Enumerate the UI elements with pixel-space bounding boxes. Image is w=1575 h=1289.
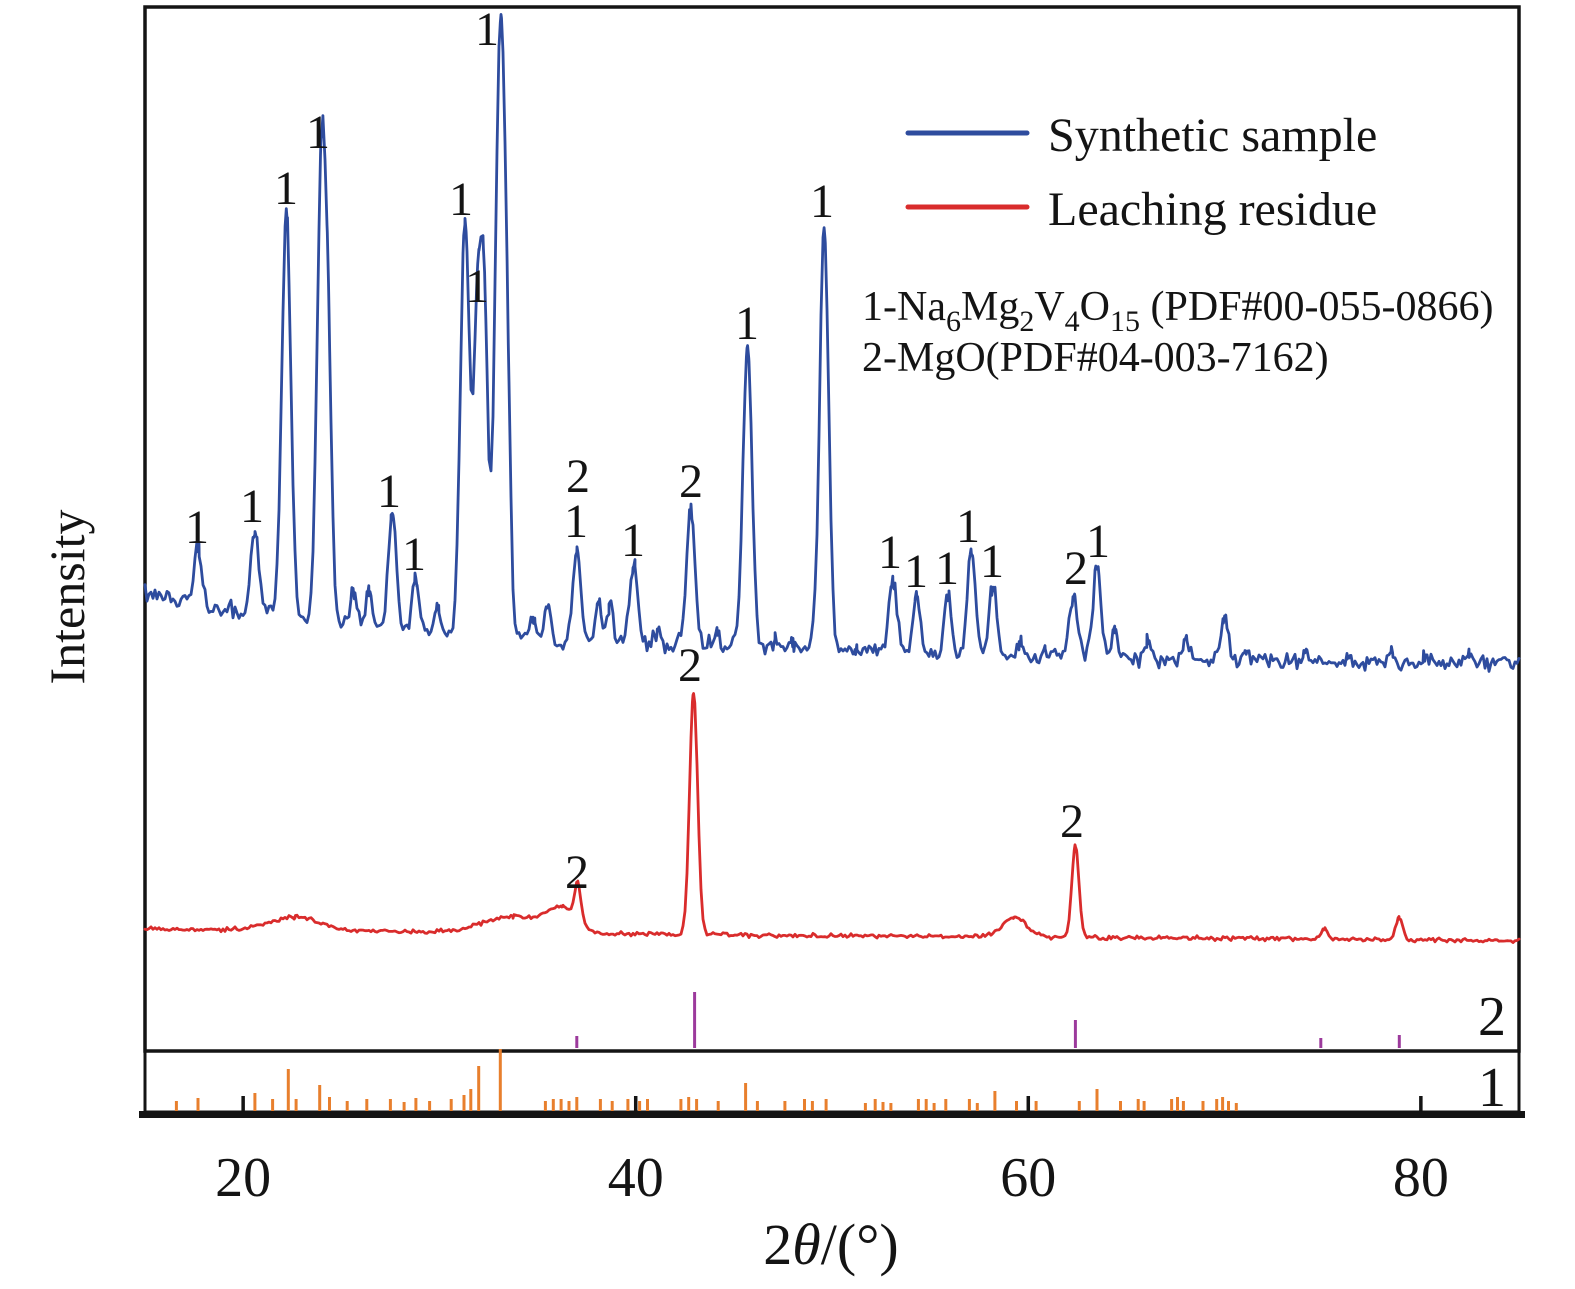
peak-label-1: 1: [935, 542, 959, 595]
peak-label-1: 1: [465, 260, 489, 313]
peak-label-1: 1: [377, 465, 401, 518]
peak-label-2: 2: [679, 455, 703, 508]
trace-synthetic-sample: [143, 13, 1521, 673]
sticks-phase-2: [575, 992, 1401, 1048]
peak-label-1: 1: [956, 500, 980, 553]
peak-label-1: 1: [878, 526, 902, 579]
peak-label-1: 1: [306, 106, 330, 159]
trace-leaching-residue: [143, 692, 1521, 944]
reference-panel: [143, 1049, 1521, 1114]
peak-label-1: 1: [449, 173, 473, 226]
legend: Synthetic sample Leaching residue: [905, 109, 1377, 236]
phase-annotation-2: 2-MgO(PDF#04-003-7162): [862, 335, 1329, 381]
x-axis-title: 2θ/(°): [763, 1212, 898, 1277]
reference-sticks-group: [174, 992, 1401, 1111]
x-tick-label: 60: [1000, 1147, 1056, 1209]
peak-label-1: 1: [185, 501, 209, 554]
peak-label-1: 1: [475, 3, 499, 56]
sticks-phase-1: [174, 1049, 1238, 1111]
x-tick-label: 80: [1393, 1147, 1449, 1209]
legend-label-leaching-residue: Leaching residue: [1048, 183, 1377, 236]
traces-group: [143, 13, 1521, 944]
x-axis-ticks-group: 20 40 60 80: [215, 1096, 1449, 1209]
peak-label-1: 1: [240, 480, 264, 533]
peak-label-1: 1: [980, 535, 1004, 588]
peak-label-1: 1: [402, 528, 426, 581]
x-tick-label: 20: [215, 1147, 271, 1209]
peak-label-2: 2: [565, 846, 589, 899]
phase-annotation-1: 1-Na6Mg2V4O15 (PDF#00-055-0866): [862, 284, 1494, 338]
peak-label-1: 1: [810, 175, 834, 228]
peak-label-1: 1: [274, 162, 298, 215]
peak-label-1: 1: [904, 545, 928, 598]
peak-label-2: 2: [1064, 542, 1088, 595]
legend-label-synthetic-sample: Synthetic sample: [1048, 109, 1377, 162]
y-axis-title: Intensity: [39, 510, 95, 685]
peak-label-2: 2: [566, 450, 590, 503]
peak-label-1: 1: [621, 514, 645, 567]
peak-label-2: 2: [678, 639, 702, 692]
peak-label-2: 2: [1060, 795, 1084, 848]
peak-label-1: 1: [564, 495, 588, 548]
reference-row-label-2: 2: [1478, 986, 1506, 1048]
x-tick-label: 40: [608, 1147, 664, 1209]
reference-row-label-1: 1: [1478, 1057, 1506, 1119]
peak-label-1: 1: [1086, 515, 1110, 568]
peak-label-1: 1: [735, 297, 759, 350]
